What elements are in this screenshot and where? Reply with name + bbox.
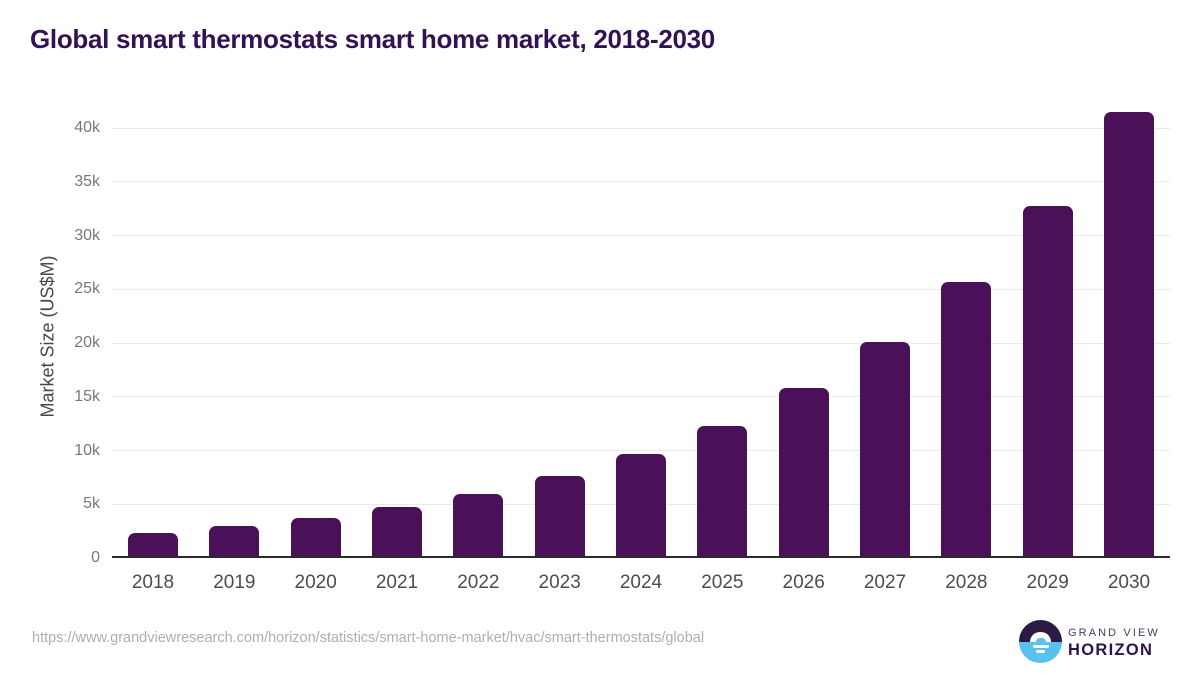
- chart-title: Global smart thermostats smart home mark…: [30, 24, 715, 54]
- x-tick-label-2023: 2023: [538, 572, 581, 593]
- gridline-25k: [112, 288, 1170, 290]
- y-tick-label-30k: 30k: [74, 226, 100, 244]
- gridline-10k: [112, 450, 1170, 451]
- x-tick-label-2025: 2025: [701, 572, 744, 593]
- bar-2026[interactable]: [778, 388, 829, 558]
- x-tick-label-2027: 2027: [863, 572, 907, 593]
- gridline-35k: [112, 181, 1170, 183]
- bar-2030[interactable]: [1104, 111, 1154, 558]
- logo-brand-name: GRAND VIEW: [1068, 627, 1160, 639]
- bar-2028[interactable]: [941, 281, 992, 558]
- x-tick-label-2022: 2022: [457, 572, 500, 593]
- gridline-15k: [112, 396, 1170, 398]
- y-tick-label-20k: 20k: [74, 334, 100, 351]
- bar-2021[interactable]: [372, 507, 422, 558]
- x-tick-label-2021: 2021: [375, 572, 419, 593]
- y-tick-label-35k: 35k: [74, 172, 100, 190]
- bar-2020[interactable]: [290, 518, 341, 558]
- x-tick-label-2024: 2024: [619, 572, 663, 593]
- horizon-sun-logo-icon: [1019, 620, 1062, 663]
- gridline-20k: [112, 342, 1170, 344]
- y-tick-label-15k: 15k: [74, 387, 100, 405]
- x-tick-label-2018: 2018: [131, 572, 175, 593]
- bar-2018[interactable]: [128, 533, 178, 558]
- x-tick-label-2030: 2030: [1107, 572, 1151, 593]
- bar-2029[interactable]: [1022, 206, 1073, 558]
- y-tick-label-5k: 5k: [83, 495, 100, 513]
- bar-2025[interactable]: [697, 425, 748, 558]
- x-tick-label-2026: 2026: [782, 572, 825, 593]
- logo-product-name: HORIZON: [1068, 641, 1154, 659]
- x-axis-line: [112, 556, 1170, 558]
- gridline-30k: [112, 235, 1170, 236]
- x-tick-label-2020: 2020: [294, 572, 337, 593]
- y-tick-label-25k: 25k: [74, 280, 100, 298]
- y-tick-label-40k: 40k: [74, 119, 100, 136]
- bar-2022[interactable]: [453, 493, 504, 558]
- x-tick-label-2029: 2029: [1026, 572, 1069, 593]
- bar-2019[interactable]: [209, 525, 260, 558]
- bar-2027[interactable]: [860, 341, 910, 558]
- x-tick-label-2028: 2028: [945, 572, 988, 593]
- y-tick-label-10k: 10k: [74, 441, 100, 459]
- bar-2023[interactable]: [534, 476, 585, 558]
- x-tick-label-2019: 2019: [213, 572, 256, 593]
- y-tick-label-0: 0: [91, 549, 100, 566]
- gridline-40k: [112, 127, 1170, 129]
- source-url: https://www.grandviewresearch.com/horizo…: [32, 630, 705, 646]
- bar-2024[interactable]: [616, 453, 666, 558]
- grand-view-horizon-logo: GRAND VIEW HORIZON: [1019, 620, 1164, 664]
- logo-text: GRAND VIEW HORIZON: [1068, 627, 1160, 660]
